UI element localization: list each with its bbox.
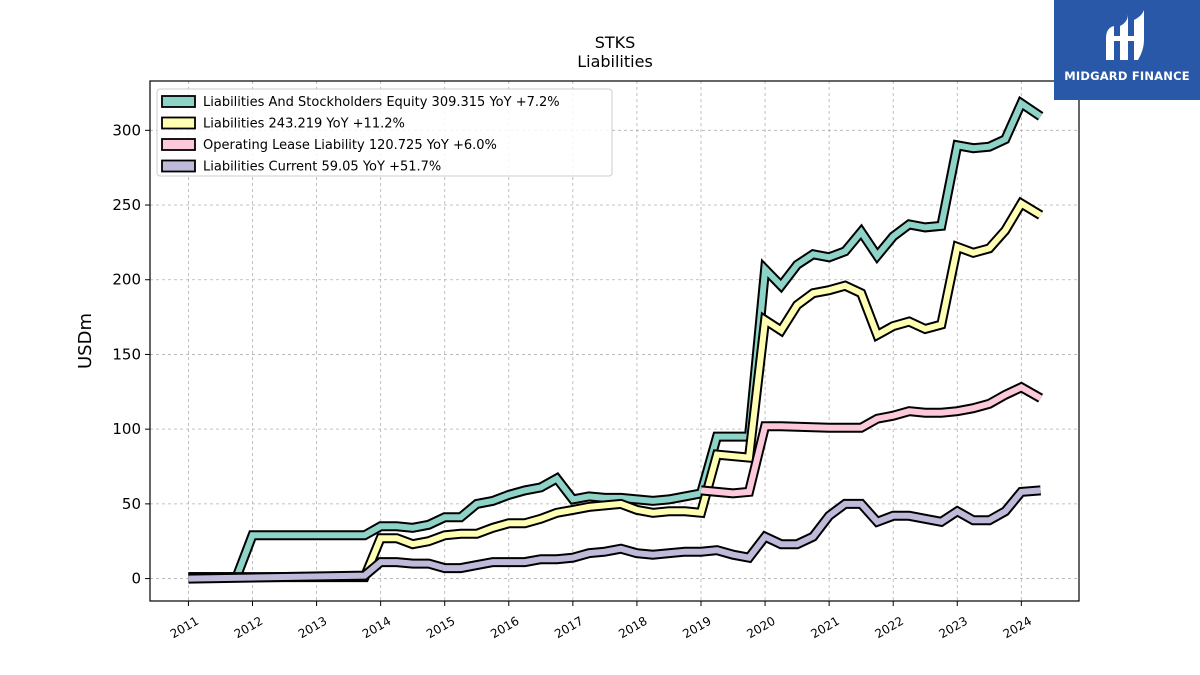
x-tick-label: 2023 xyxy=(937,614,970,641)
y-axis-label: USDm xyxy=(75,313,96,369)
x-tick-label: 2022 xyxy=(872,614,905,641)
legend-item: Liabilities 243.219 YoY +11.2% xyxy=(161,116,405,132)
legend-swatch xyxy=(161,116,196,130)
y-tick-label: 300 xyxy=(112,121,141,139)
x-tick-label: 2015 xyxy=(424,614,457,641)
y-tick-label: 200 xyxy=(112,271,141,289)
legend-swatch xyxy=(161,159,196,173)
x-tick-label: 2013 xyxy=(296,614,329,641)
series-line xyxy=(188,487,1041,582)
legend-item: Operating Lease Liability 120.725 YoY +6… xyxy=(161,138,497,153)
series-line xyxy=(700,383,1043,497)
series-2 xyxy=(188,196,1044,583)
x-tick-label: 2014 xyxy=(360,614,393,641)
legend-label: Liabilities Current 59.05 YoY +51.7% xyxy=(203,160,441,175)
legend: Liabilities And Stockholders Equity 309.… xyxy=(156,88,613,177)
x-tick-label: 2017 xyxy=(552,614,585,641)
x-tick-label: 2020 xyxy=(744,614,777,641)
x-tick-label: 2021 xyxy=(808,614,841,641)
midgard-finance-logo: MIDGARD FINANCE xyxy=(1054,0,1200,100)
x-tick-label: 2011 xyxy=(168,614,201,641)
y-axis-ticks: 0 50 100 150 200 250 300 xyxy=(112,121,150,588)
series-1 xyxy=(188,95,1044,583)
legend-item: Liabilities And Stockholders Equity 309.… xyxy=(161,95,560,110)
logo-mark-icon xyxy=(1106,10,1144,60)
y-tick-label: 250 xyxy=(112,196,141,214)
series-layer xyxy=(188,95,1044,584)
legend-swatch xyxy=(161,95,196,108)
series-line xyxy=(188,199,1043,581)
legend-item: Liabilities Current 59.05 YoY +51.7% xyxy=(161,159,441,175)
x-tick-label: 2012 xyxy=(232,614,265,641)
legend-label: Liabilities 243.219 YoY +11.2% xyxy=(203,117,405,132)
series-4 xyxy=(188,485,1041,584)
y-tick-label: 150 xyxy=(112,345,141,363)
y-tick-label: 50 xyxy=(122,495,141,513)
x-tick-label: 2018 xyxy=(616,614,649,641)
series-3 xyxy=(700,381,1044,499)
y-tick-label: 100 xyxy=(112,420,141,438)
legend-swatch xyxy=(161,138,196,151)
x-axis-ticks: 2011 2012 2013 2014 2015 2016 2017 2018 2019 2020… xyxy=(168,601,1034,641)
legend-label: Operating Lease Liability 120.725 YoY +6… xyxy=(203,138,497,153)
logo-text: MIDGARD FINANCE xyxy=(1064,69,1190,83)
legend-label: Liabilities And Stockholders Equity 309.… xyxy=(203,95,560,110)
chart-subtitle: Liabilities xyxy=(577,52,653,71)
x-tick-label: 2024 xyxy=(1001,614,1034,641)
series-line xyxy=(188,98,1043,581)
chart-title: STKS xyxy=(595,33,636,52)
x-tick-label: 2016 xyxy=(488,614,521,641)
legend-box xyxy=(156,88,613,177)
plot-frame xyxy=(149,80,1080,602)
x-tick-label: 2019 xyxy=(680,614,713,641)
y-tick-label: 0 xyxy=(131,570,141,588)
